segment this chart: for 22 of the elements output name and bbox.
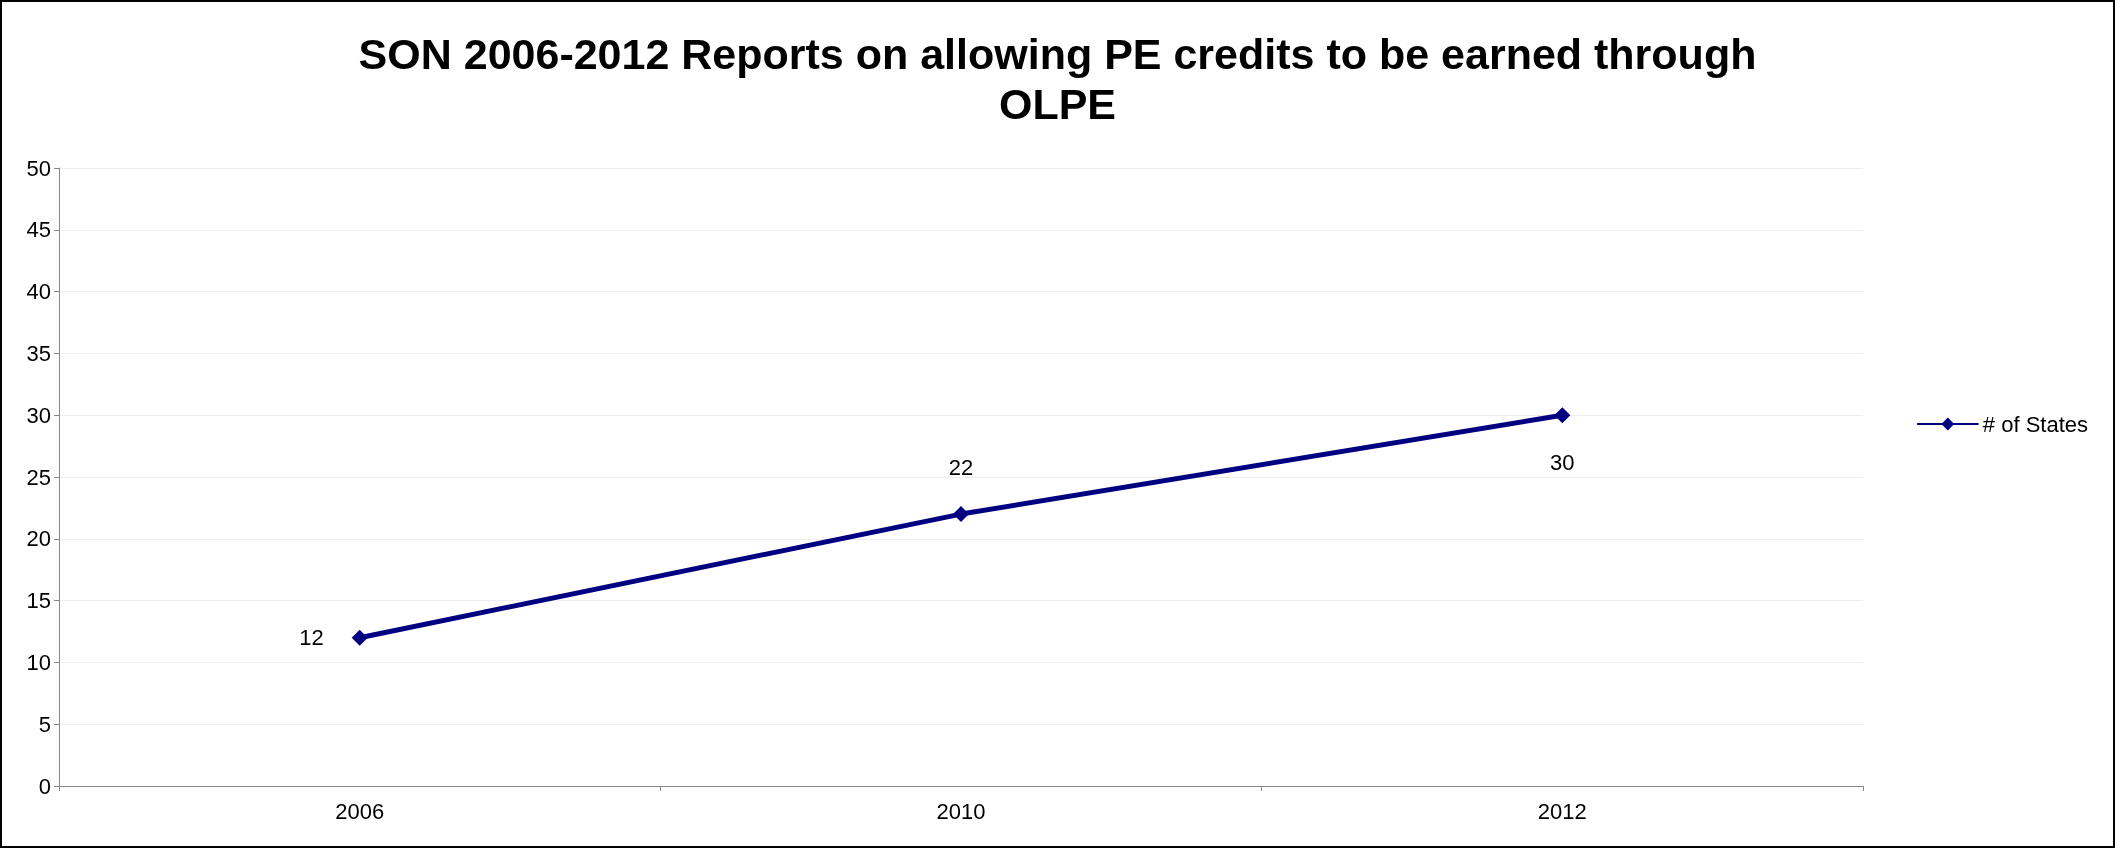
y-tick-label: 10 xyxy=(26,649,51,675)
y-tick-label: 50 xyxy=(26,155,51,181)
x-tick-label: 2010 xyxy=(936,798,986,824)
y-tick-label: 30 xyxy=(26,402,51,428)
data-label: 22 xyxy=(948,454,974,480)
y-tick-label: 0 xyxy=(38,773,51,799)
y-tick-label: 25 xyxy=(26,464,51,490)
point xyxy=(953,506,969,523)
legend-label: # of States xyxy=(1982,411,2089,437)
point xyxy=(351,629,368,646)
data-label: 12 xyxy=(299,625,324,651)
y-tick-label: 15 xyxy=(26,588,51,614)
y-tick-label: 35 xyxy=(26,340,51,366)
x-tick-label: 2006 xyxy=(335,798,385,824)
chart-title: SON 2006-2012 Reports on allowing PE credits to be earned through OLPE xyxy=(358,30,1757,128)
y-tick-label: 20 xyxy=(26,526,51,552)
y-tick-label: 45 xyxy=(26,217,51,243)
x-tick-label: 2012 xyxy=(1537,798,1587,824)
point xyxy=(1554,407,1571,424)
data-label: 30 xyxy=(1550,449,1575,475)
y-tick-label: 5 xyxy=(38,711,51,737)
y-tick-label: 40 xyxy=(26,279,51,305)
